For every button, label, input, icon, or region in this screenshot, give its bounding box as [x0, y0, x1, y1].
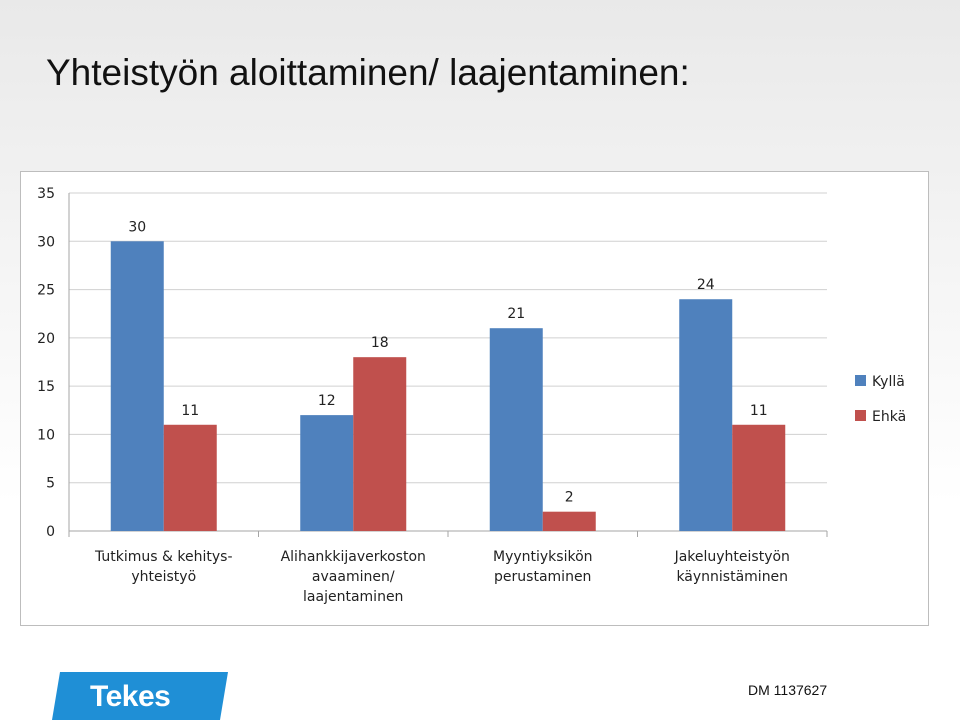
- legend-swatch-kyllä: [855, 375, 866, 386]
- data-label: 24: [697, 277, 715, 293]
- tekes-logo-text: Tekes: [90, 680, 171, 713]
- bar-ehkä: [732, 424, 786, 531]
- chart-frame: 0 5 10 15 20 25 30 35 30 11 Tutkimus & kehitys-yht…: [20, 171, 929, 626]
- data-label: 30: [128, 219, 146, 235]
- y-tick-label: 35: [37, 186, 55, 202]
- data-label: 11: [750, 403, 768, 419]
- data-label: 11: [181, 403, 199, 419]
- x-category-label: avaaminen/: [312, 569, 395, 585]
- document-reference: DM 1137627: [748, 682, 828, 698]
- x-category-label: Jakeluyhteistyön: [674, 549, 790, 565]
- x-category-label: Tutkimus & kehitys-: [94, 549, 233, 565]
- slide-title: Yhteistyön aloittaminen/ laajentaminen:: [46, 52, 690, 93]
- bar-kyllä: [679, 299, 733, 531]
- legend-label: Kyllä: [872, 374, 905, 390]
- bar-ehkä: [353, 357, 407, 531]
- x-category-label: Alihankkijaverkoston: [281, 549, 426, 565]
- x-category-label: käynnistäminen: [676, 569, 788, 585]
- y-tick-label: 5: [46, 476, 55, 492]
- tekes-logo: [52, 672, 228, 720]
- x-category-label: laajentaminen: [303, 589, 403, 605]
- data-label: 21: [507, 306, 525, 322]
- y-tick-label: 30: [37, 234, 55, 250]
- data-label: 12: [318, 393, 336, 409]
- legend-swatch-ehkä: [855, 410, 866, 421]
- bar-ehkä: [542, 511, 596, 531]
- bar-ehkä: [163, 424, 217, 531]
- x-category-label: Myyntiyksikön: [493, 549, 593, 565]
- data-label: 18: [371, 335, 389, 351]
- bar-kyllä: [110, 241, 164, 531]
- bar-chart: 0 5 10 15 20 25 30 35 30 11 Tutkimus & kehitys-yht…: [37, 186, 906, 605]
- bar-kyllä: [489, 328, 543, 531]
- y-tick-label: 25: [37, 283, 55, 299]
- data-label: 2: [565, 490, 574, 506]
- legend-label: Ehkä: [872, 409, 906, 425]
- x-category-label: yhteistyö: [131, 569, 196, 585]
- y-tick-label: 15: [37, 379, 55, 395]
- y-tick-label: 10: [37, 427, 55, 443]
- bar-kyllä: [300, 415, 354, 531]
- x-category-label: perustaminen: [494, 569, 591, 585]
- y-tick-label: 20: [37, 331, 55, 347]
- y-tick-label: 0: [46, 524, 55, 540]
